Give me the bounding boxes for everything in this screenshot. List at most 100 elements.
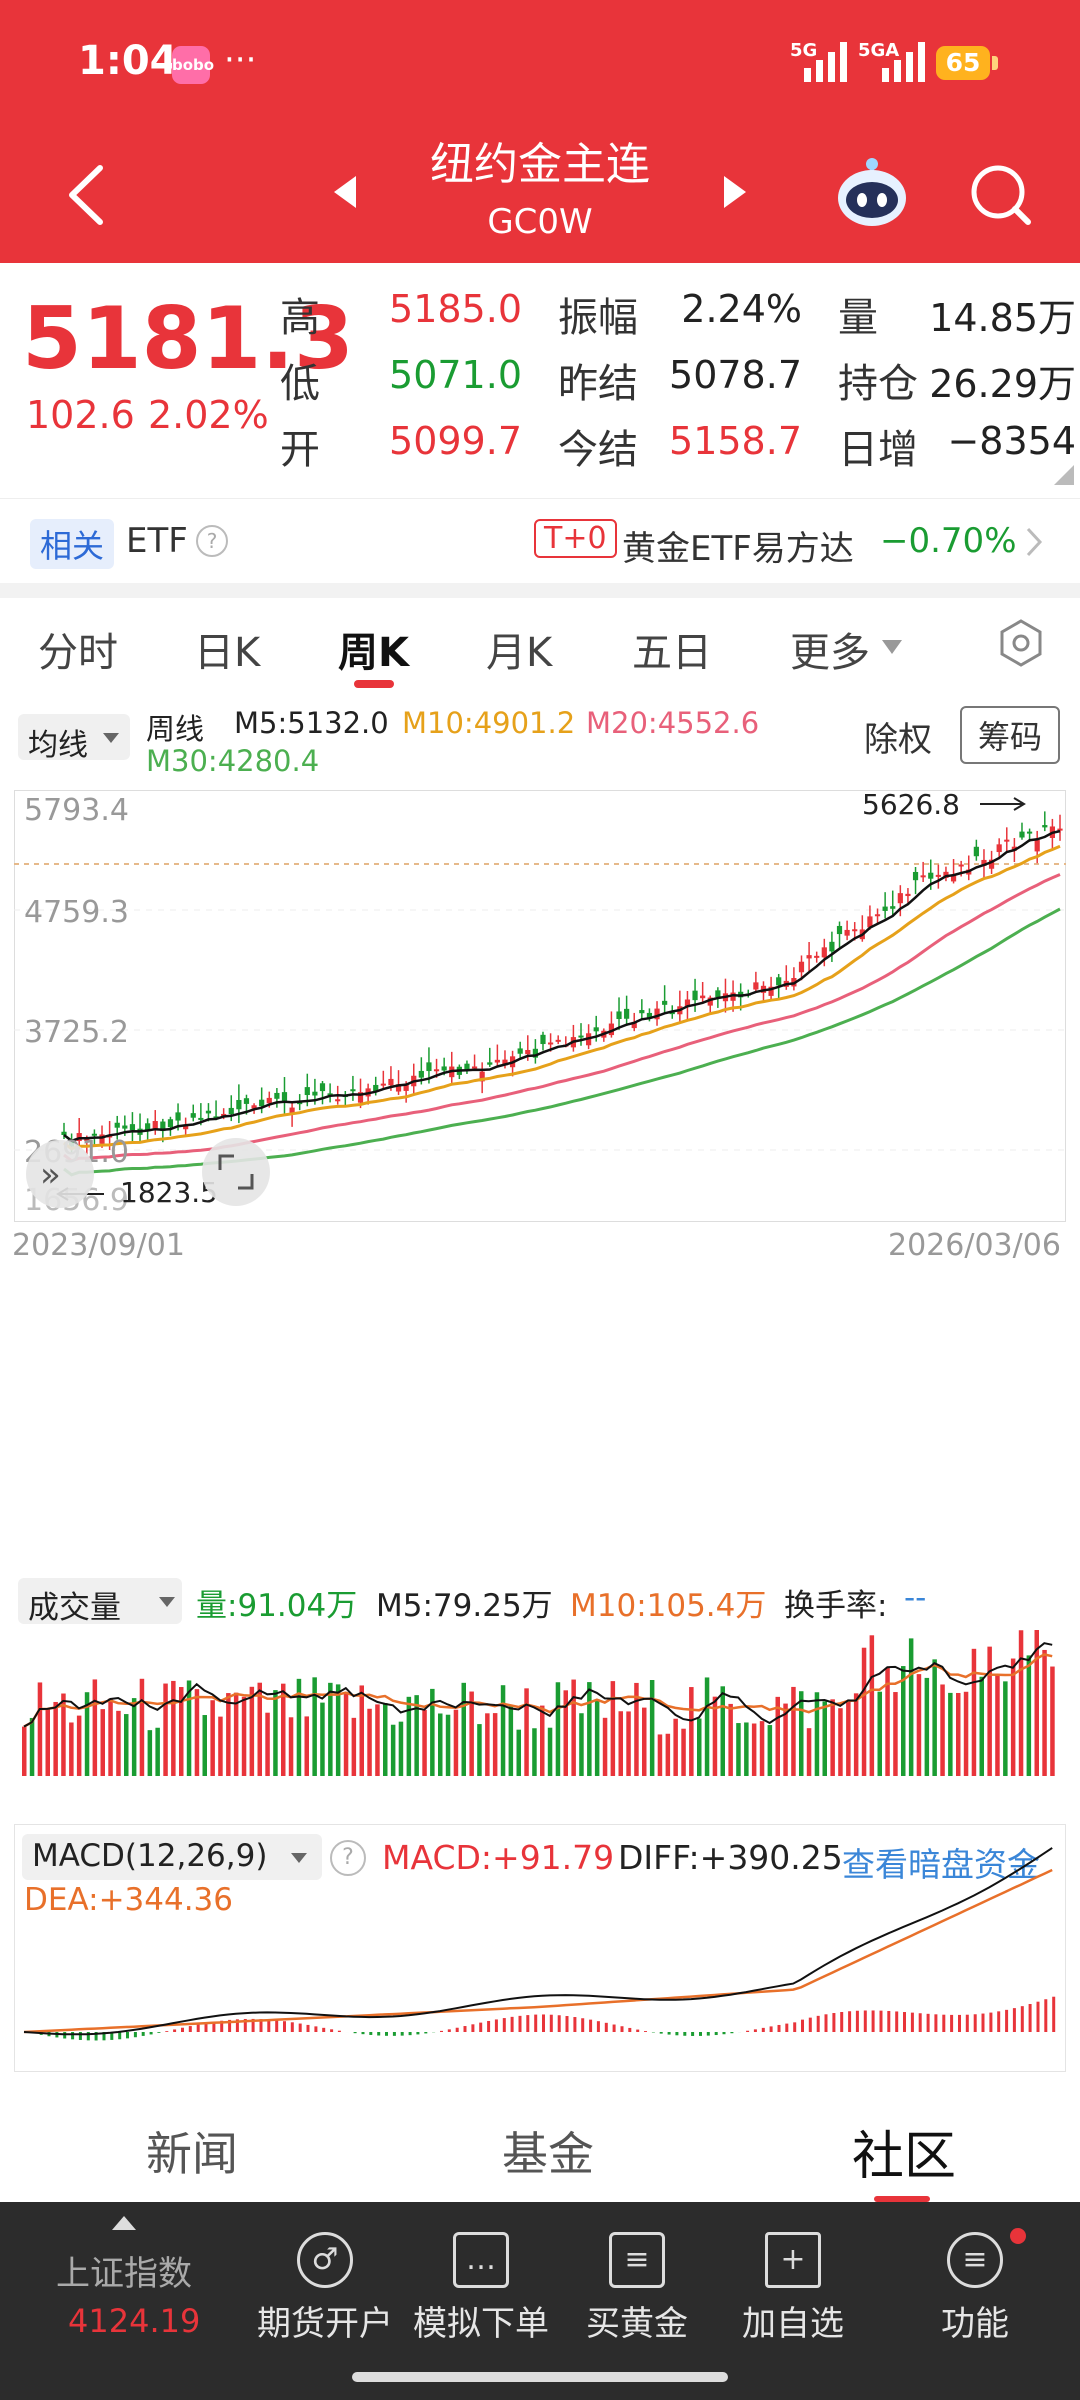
- index-value: 4124.19: [68, 2302, 201, 2340]
- volume-bar: [210, 1700, 215, 1776]
- candle-body: [707, 997, 713, 1006]
- volume-bar: [155, 1727, 160, 1776]
- collapse-up-icon[interactable]: [110, 2214, 138, 2232]
- macd-bar: [895, 2011, 899, 2032]
- tab-fund[interactable]: 基金: [502, 2127, 594, 2181]
- tab-weekly-k[interactable]: 周K: [338, 630, 409, 676]
- today-settle-label: 今结: [558, 427, 638, 473]
- home-indicator[interactable]: [352, 2372, 728, 2382]
- volume-bar: [1042, 1649, 1047, 1776]
- dock-open-account[interactable]: ♂ 期货开户: [250, 2232, 400, 2345]
- volume-bar: [751, 1723, 757, 1776]
- volume-bar: [179, 1687, 184, 1776]
- volume-bar: [45, 1708, 50, 1776]
- macd-bar: [141, 2032, 145, 2036]
- dock-simulated-order[interactable]: … 模拟下单: [406, 2232, 556, 2345]
- macd-bar: [675, 2032, 679, 2036]
- dock-functions[interactable]: ≡ 功能: [900, 2232, 1050, 2345]
- tab-daily-k[interactable]: 日K: [194, 630, 261, 676]
- volume-bar: [587, 1682, 592, 1776]
- etf-name: 黄金ETF易方达: [622, 529, 854, 569]
- dock-buy-gold[interactable]: ≡ 买黄金: [562, 2232, 712, 2345]
- ma-dropdown-icon: [103, 733, 119, 743]
- volume-current: 量:91.04万: [196, 1588, 358, 1624]
- settings-icon[interactable]: [996, 618, 1046, 668]
- related-etf-row[interactable]: 相关 ETF ? T+0 黄金ETF易方达 −0.70%: [0, 498, 1080, 583]
- volume-bar: [29, 1717, 35, 1776]
- tab-intraday[interactable]: 分时: [38, 630, 118, 676]
- macd-bar: [369, 2032, 373, 2035]
- tab-five-day[interactable]: 五日: [632, 630, 712, 676]
- tab-community[interactable]: 社区: [852, 2127, 957, 2187]
- macd-help-icon[interactable]: ?: [330, 1840, 366, 1876]
- candle-body: [494, 1059, 500, 1063]
- candle-body: [441, 1066, 447, 1071]
- volume-bar: [359, 1685, 364, 1776]
- candle-body: [213, 1116, 219, 1119]
- candle-body: [175, 1112, 181, 1121]
- index-name[interactable]: 上证指数: [56, 2254, 192, 2294]
- more-dropdown-icon[interactable]: [880, 638, 904, 656]
- candle-body: [380, 1083, 386, 1086]
- diff-value: DIFF:+390.25: [618, 1838, 843, 1877]
- dock-add-watchlist[interactable]: + 加自选: [718, 2232, 868, 2345]
- macd-bar: [706, 2032, 710, 2036]
- prev-contract-icon[interactable]: [330, 172, 360, 212]
- macd-bar: [714, 2032, 718, 2036]
- help-icon[interactable]: ?: [196, 525, 228, 557]
- svg-text:»: »: [40, 1155, 61, 1195]
- volume-chart[interactable]: [14, 1630, 1066, 1776]
- expand-corner-icon[interactable]: [1054, 465, 1074, 485]
- volume-bar: [799, 1691, 804, 1776]
- candle-body: [266, 1097, 272, 1104]
- menu-icon: ≡: [947, 2232, 1003, 2288]
- tab-monthly-k[interactable]: 月K: [486, 630, 553, 676]
- macd-chart[interactable]: [14, 1824, 1066, 2072]
- candle-body: [821, 947, 827, 958]
- volume-bar: [241, 1696, 247, 1776]
- volume-bar: [226, 1693, 231, 1776]
- macd-bar: [769, 2026, 773, 2032]
- ma-selector-label: 均线: [28, 728, 88, 763]
- candle-body: [221, 1113, 227, 1116]
- chip-distribution-button[interactable]: 筹码: [960, 706, 1061, 764]
- ma5-line: [63, 829, 1061, 1143]
- back-icon[interactable]: [62, 160, 112, 230]
- macd-bar: [337, 2030, 341, 2032]
- candle-body: [912, 871, 919, 881]
- macd-bar: [612, 2024, 616, 2032]
- open-label: 开: [280, 427, 320, 473]
- macd-bar: [793, 2022, 797, 2032]
- tab-news[interactable]: 新闻: [146, 2127, 238, 2181]
- volume-bar: [508, 1706, 514, 1776]
- robot-assistant-icon[interactable]: [832, 150, 912, 230]
- search-icon[interactable]: [966, 160, 1036, 230]
- macd-value: MACD:+91.79: [382, 1838, 615, 1877]
- tab-more[interactable]: 更多: [790, 630, 870, 676]
- volume-bar: [704, 1677, 710, 1776]
- candle-body: [122, 1125, 128, 1129]
- candle-body: [753, 982, 759, 990]
- macd-bar: [596, 2021, 600, 2032]
- macd-bar: [785, 2023, 789, 2032]
- macd-bar: [855, 2010, 859, 2032]
- macd-bar: [667, 2032, 671, 2035]
- ex-rights-toggle[interactable]: 除权: [864, 720, 932, 760]
- next-contract-icon[interactable]: [720, 172, 750, 212]
- volume-bar: [390, 1724, 396, 1776]
- open-value: 5099.7: [389, 419, 522, 463]
- volume-bar: [665, 1733, 671, 1776]
- candlestick-chart[interactable]: 5793.4 4759.3 3725.2 2691.0 1656.9 5626.…: [14, 790, 1066, 1222]
- content-tabs: 新闻 基金 社区: [0, 2090, 1080, 2202]
- macd-bar: [840, 2011, 844, 2032]
- volume-bar: [76, 1715, 82, 1776]
- document-icon: …: [453, 2232, 509, 2288]
- macd-bar: [314, 2026, 318, 2032]
- volume-selector[interactable]: 成交量: [18, 1578, 182, 1626]
- macd-bar: [157, 2032, 161, 2033]
- ma-selector[interactable]: 均线: [18, 714, 130, 763]
- macd-selector[interactable]: MACD(12,26,9): [22, 1834, 322, 1880]
- volume-bar: [673, 1718, 678, 1776]
- macd-bar: [220, 2020, 224, 2032]
- volume-bar: [838, 1708, 843, 1776]
